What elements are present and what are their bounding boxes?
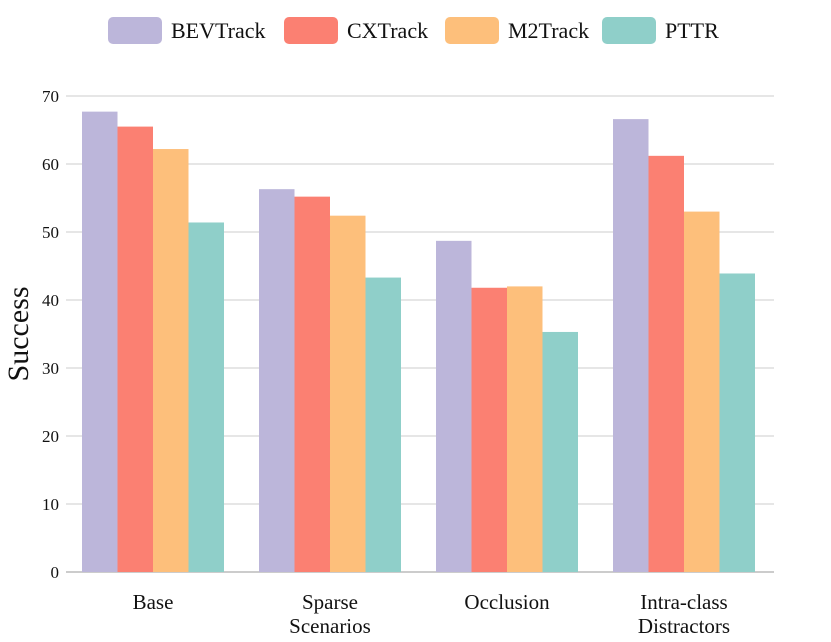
legend-label: M2Track [508,18,589,43]
y-tick-label: 20 [42,427,59,446]
x-category-label: Intra-class [640,590,727,614]
y-tick-label: 50 [42,223,59,242]
x-category-label: Sparse [302,590,358,614]
y-tick-label: 70 [42,87,59,106]
legend-swatch [602,17,656,44]
bar-bevtrack [613,119,649,573]
y-tick-label: 40 [42,291,59,310]
legend: BEVTrack CXTrack M2Track PTTR [108,17,719,44]
y-axis-ticks: 0 10 20 30 40 50 60 70 [42,87,59,582]
x-category-label: Base [133,590,174,614]
bar-m2track [330,215,366,572]
bar-bevtrack [436,240,472,572]
bar-pttr [365,277,401,572]
bars [82,111,755,573]
y-axis-label: Success [2,287,35,382]
legend-item-pttr: PTTR [602,17,719,44]
legend-swatch [284,17,338,44]
legend-swatch [445,17,499,44]
legend-label: BEVTrack [171,18,266,43]
y-tick-label: 10 [42,495,59,514]
bar-cxtrack [294,196,330,572]
bar-m2track [684,211,720,572]
legend-label: CXTrack [347,18,428,43]
bar-cxtrack [117,126,153,572]
bar-cxtrack [648,155,684,572]
legend-label: PTTR [665,18,719,43]
legend-item-cxtrack: CXTrack [284,17,428,44]
x-category-label: Occlusion [464,590,550,614]
y-tick-label: 60 [42,155,59,174]
bar-m2track [507,286,543,572]
bar-cxtrack [471,287,507,572]
bar-pttr [542,331,578,572]
legend-item-m2track: M2Track [445,17,589,44]
legend-item-bevtrack: BEVTrack [108,17,266,44]
bar-pttr [188,222,224,573]
x-category-label: Scenarios [289,614,371,637]
x-category-label: Distractors [638,614,730,637]
y-tick-label: 0 [51,563,60,582]
bar-pttr [719,273,755,572]
bar-m2track [153,149,189,573]
legend-swatch [108,17,162,44]
bar-bevtrack [82,111,118,572]
y-tick-label: 30 [42,359,59,378]
bar-bevtrack [259,189,295,572]
